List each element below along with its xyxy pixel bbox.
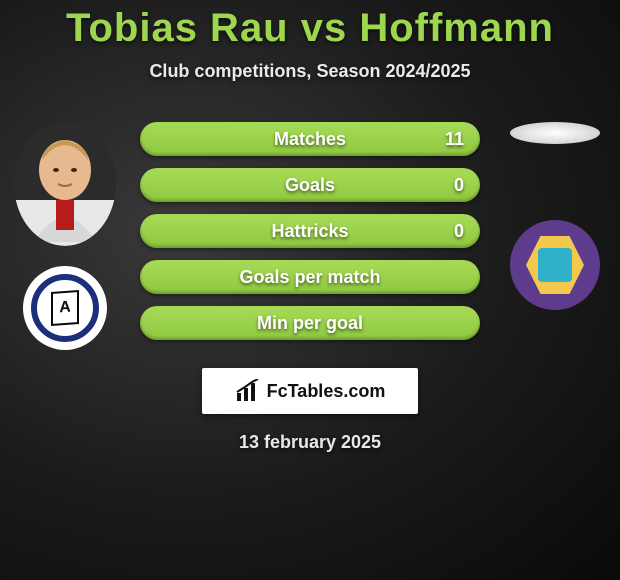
right-club-badge xyxy=(510,220,600,310)
bielefeld-badge-ring: A xyxy=(31,274,99,342)
aue-badge-core xyxy=(538,248,572,282)
bielefeld-badge-flag: A xyxy=(51,290,79,326)
date-text: 13 february 2025 xyxy=(0,432,620,453)
subtitle: Club competitions, Season 2024/2025 xyxy=(0,61,620,82)
stat-label: Goals per match xyxy=(239,267,380,288)
left-player-column: A xyxy=(10,122,120,350)
stat-label: Min per goal xyxy=(257,313,363,334)
stat-label: Matches xyxy=(274,129,346,150)
stat-label: Goals xyxy=(285,175,335,196)
brand-label: FcTables.com xyxy=(267,381,386,402)
stat-label: Hattricks xyxy=(271,221,348,242)
stat-bar-hattricks: Hattricks 0 xyxy=(140,214,480,248)
stat-value-right: 0 xyxy=(454,175,464,196)
stat-bar-goals-per-match: Goals per match xyxy=(140,260,480,294)
page-title: Tobias Rau vs Hoffmann xyxy=(0,0,620,51)
stat-bar-goals: Goals 0 xyxy=(140,168,480,202)
right-player-photo-placeholder xyxy=(510,122,600,144)
main-row: A Matches 11 Goals 0 Hattricks 0 Goals p… xyxy=(0,122,620,350)
stat-bar-matches: Matches 11 xyxy=(140,122,480,156)
stat-value-right: 11 xyxy=(445,129,464,150)
player-portrait-illustration xyxy=(14,122,116,246)
brand-badge[interactable]: FcTables.com xyxy=(202,368,418,414)
left-club-badge: A xyxy=(23,266,107,350)
aue-badge-hex xyxy=(526,236,584,294)
stat-bar-min-per-goal: Min per goal xyxy=(140,306,480,340)
left-player-photo xyxy=(14,122,116,246)
content-root: Tobias Rau vs Hoffmann Club competitions… xyxy=(0,0,620,453)
bar-chart-icon xyxy=(235,379,261,403)
stat-value-right: 0 xyxy=(454,221,464,242)
stats-bars: Matches 11 Goals 0 Hattricks 0 Goals per… xyxy=(140,122,480,340)
right-player-column xyxy=(500,122,610,310)
